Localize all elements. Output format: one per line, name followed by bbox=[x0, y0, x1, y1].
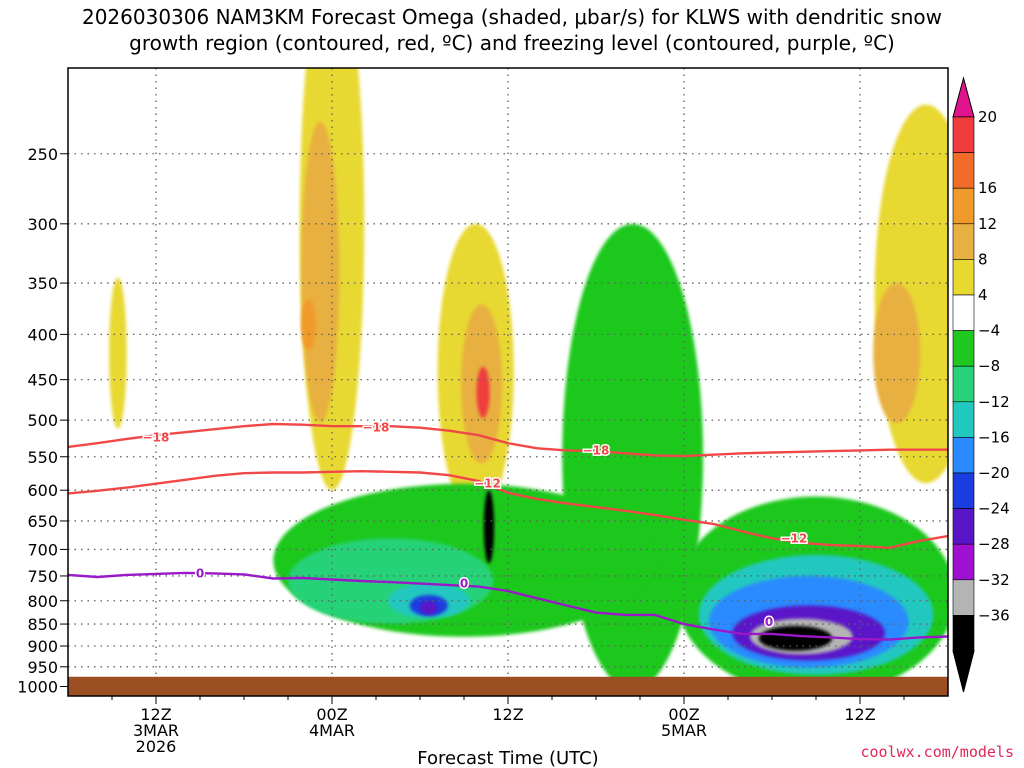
omega-region-21 bbox=[758, 625, 833, 651]
plot-frame bbox=[67, 67, 949, 697]
isotherm-label--12-1: −12 bbox=[781, 531, 808, 545]
colorbar-label-7: −12 bbox=[978, 393, 1010, 411]
colorbar-swatch-14 bbox=[952, 615, 975, 652]
colorbar-label-13: −36 bbox=[978, 606, 1010, 624]
colorbar-swatch-12 bbox=[952, 543, 975, 581]
ytick-label-850: 850 bbox=[27, 615, 58, 634]
ytick-label-350: 350 bbox=[27, 274, 58, 293]
colorbar-swatch-13 bbox=[952, 579, 975, 616]
isotherm-label-0-2: 0 bbox=[765, 615, 773, 629]
xtick-label-18-1: 4MAR bbox=[309, 721, 355, 740]
colorbar-swatch-7 bbox=[952, 365, 975, 403]
omega-region-14 bbox=[420, 601, 438, 615]
xtick-label-6-0: 12Z bbox=[140, 705, 171, 724]
ytick-label-300: 300 bbox=[27, 215, 58, 234]
colorbar-label-10: −24 bbox=[978, 500, 1010, 518]
colorbar-label-6: −8 bbox=[978, 357, 1000, 375]
colorbar-label-5: −4 bbox=[978, 322, 1000, 340]
omega-region-5 bbox=[476, 366, 490, 418]
ground-surface bbox=[68, 676, 948, 696]
xtick-label-42-1: 5MAR bbox=[661, 721, 707, 740]
omega-region-6 bbox=[109, 277, 127, 429]
isotherm-label--12-0: −12 bbox=[474, 477, 501, 491]
isotherm--12 bbox=[68, 470, 948, 549]
colorbar-swatch-5 bbox=[952, 294, 975, 331]
omega-region-8 bbox=[873, 283, 921, 424]
isotherm-label--18-1: −18 bbox=[363, 421, 390, 435]
ytick-label-800: 800 bbox=[27, 592, 58, 611]
xtick-label-54-0: 12Z bbox=[844, 705, 875, 724]
isotherm--18 bbox=[68, 422, 948, 458]
xtick-label-42-0: 00Z bbox=[668, 705, 699, 724]
ytick-label-950: 950 bbox=[27, 658, 58, 677]
ytick-label-700: 700 bbox=[27, 540, 58, 559]
omega-region-15 bbox=[483, 490, 495, 564]
xtick-label-18-0: 00Z bbox=[316, 705, 347, 724]
gridlines bbox=[68, 68, 948, 696]
colorbar-label-0: 20 bbox=[978, 108, 997, 126]
ytick-label-1000: 1000 bbox=[17, 678, 58, 697]
colorbar-swatch-4 bbox=[952, 259, 975, 296]
colorbar-swatch-1 bbox=[952, 152, 975, 189]
temperature-contours: −18 −18 −18 −12 −12 0 0 0 bbox=[68, 419, 948, 641]
colorbar-swatch-3 bbox=[952, 223, 975, 260]
credit-text: coolwx.com/models bbox=[860, 743, 1014, 761]
isotherm-label-0-0: 0 bbox=[196, 566, 204, 580]
colorbar-swatch-6 bbox=[952, 330, 975, 367]
ytick-label-550: 550 bbox=[27, 448, 58, 467]
ytick-label-650: 650 bbox=[27, 512, 58, 531]
colorbar-label-12: −32 bbox=[978, 571, 1010, 589]
colorbar-label-8: −16 bbox=[978, 428, 1010, 446]
colorbar-swatch-0 bbox=[952, 116, 975, 153]
isotherm-0 bbox=[68, 571, 948, 641]
omega-region-2 bbox=[301, 299, 316, 351]
omega-colorbar: 20 16 12 8 4 −4 −8 −12 −16 −20 −24 −28 −32 −36 bbox=[952, 76, 1010, 693]
chart-title-line2: growth region (contoured, red, ºC) and f… bbox=[129, 31, 895, 55]
colorbar-label-4: 4 bbox=[978, 286, 988, 304]
xtick-label-30-0: 12Z bbox=[492, 705, 523, 724]
ytick-label-450: 450 bbox=[27, 371, 58, 390]
colorbar-label-3: 8 bbox=[978, 250, 988, 268]
isotherm-label--18-2: −18 bbox=[583, 443, 610, 457]
colorbar-swatch-9 bbox=[952, 437, 975, 474]
xtick-label-6-1: 3MAR bbox=[133, 721, 179, 740]
colorbar-swatch-10 bbox=[952, 472, 975, 509]
ytick-label-250: 250 bbox=[27, 145, 58, 164]
pressure-axis: 250 300 350 400 450 500 550 600 650 700 750 800 850 9… bbox=[17, 145, 68, 697]
xtick-label-6-2: 2026 bbox=[136, 737, 177, 756]
colorbar-top-arrow bbox=[952, 76, 975, 118]
isotherm-label--18-0: −18 bbox=[143, 430, 170, 444]
ytick-label-600: 600 bbox=[27, 481, 58, 500]
colorbar-swatch-8 bbox=[952, 401, 975, 438]
ytick-label-900: 900 bbox=[27, 637, 58, 656]
colorbar-swatch-2 bbox=[952, 187, 975, 225]
colorbar-bottom-arrow bbox=[952, 650, 975, 693]
ytick-label-750: 750 bbox=[27, 567, 58, 586]
colorbar-label-1: 16 bbox=[978, 179, 997, 197]
colorbar-label-2: 12 bbox=[978, 215, 997, 233]
isotherm-label-0-1: 0 bbox=[460, 577, 468, 591]
omega-region-1 bbox=[301, 121, 340, 423]
x-axis-label: Forecast Time (UTC) bbox=[417, 748, 598, 768]
ytick-label-400: 400 bbox=[27, 325, 58, 344]
colorbar-swatch-11 bbox=[952, 508, 975, 545]
chart-title-line1: 2026030306 NAM3KM Forecast Omega (shaded… bbox=[82, 5, 942, 29]
colorbar-label-9: −20 bbox=[978, 464, 1010, 482]
ytick-label-500: 500 bbox=[27, 411, 58, 430]
colorbar-label-11: −28 bbox=[978, 535, 1010, 553]
